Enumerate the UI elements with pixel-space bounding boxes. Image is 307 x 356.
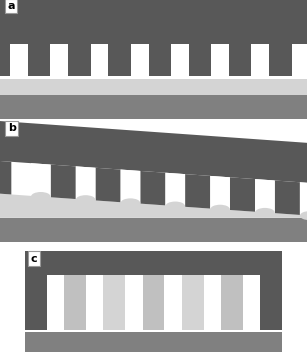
Bar (182, 275, 204, 330)
Bar (28, 44, 50, 76)
Ellipse shape (255, 208, 275, 217)
Polygon shape (31, 163, 51, 197)
Bar (25, 251, 282, 275)
Text: c: c (31, 253, 37, 263)
Polygon shape (0, 161, 11, 194)
Polygon shape (51, 164, 76, 199)
Bar (142, 275, 165, 330)
Polygon shape (210, 176, 230, 210)
Bar (103, 275, 125, 330)
Ellipse shape (165, 201, 185, 211)
Bar (0, 0, 307, 44)
Polygon shape (140, 171, 165, 205)
Bar (260, 275, 282, 330)
Polygon shape (0, 121, 307, 183)
Polygon shape (121, 169, 140, 204)
Polygon shape (95, 168, 121, 202)
Polygon shape (185, 174, 210, 209)
Ellipse shape (31, 192, 51, 201)
Bar (149, 44, 171, 76)
Bar (108, 44, 131, 76)
Bar (25, 332, 282, 352)
Ellipse shape (76, 195, 95, 204)
Bar (68, 44, 91, 76)
Text: a: a (8, 1, 15, 11)
Bar (64, 275, 86, 330)
Bar (189, 44, 211, 76)
Ellipse shape (300, 211, 307, 220)
Ellipse shape (210, 205, 230, 214)
Bar (0, 79, 307, 95)
Ellipse shape (121, 198, 140, 208)
Polygon shape (230, 177, 255, 212)
Polygon shape (275, 180, 300, 215)
Polygon shape (0, 194, 307, 218)
Bar (25, 275, 282, 330)
Bar (0, 95, 307, 119)
Polygon shape (300, 182, 307, 216)
Bar (0, 218, 307, 242)
Text: b: b (8, 124, 16, 134)
Bar (0, 44, 10, 76)
Bar (221, 275, 243, 330)
Polygon shape (165, 173, 185, 207)
Bar (25, 275, 47, 330)
Bar (269, 44, 292, 76)
Bar (229, 44, 251, 76)
Polygon shape (255, 179, 275, 213)
Polygon shape (76, 166, 95, 200)
